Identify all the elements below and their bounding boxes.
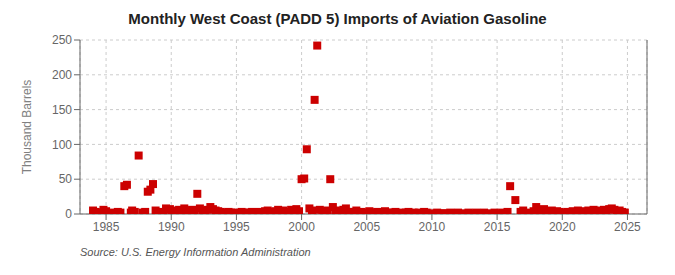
svg-text:1995: 1995 (223, 220, 250, 234)
svg-text:100: 100 (52, 138, 72, 152)
svg-text:2015: 2015 (484, 220, 511, 234)
svg-text:1985: 1985 (93, 220, 120, 234)
svg-text:50: 50 (59, 172, 73, 186)
svg-text:2005: 2005 (353, 220, 380, 234)
svg-text:0: 0 (65, 207, 72, 221)
svg-text:2010: 2010 (419, 220, 446, 234)
html-text:Source: U.S. Energy Informatio: Source: U.S. Energy Information Administ… (80, 246, 311, 258)
svg-text:2000: 2000 (288, 220, 315, 234)
svg-text:2020: 2020 (549, 220, 576, 234)
svg-text:Thousand Barrels: Thousand Barrels (20, 80, 34, 175)
svg-text:250: 250 (52, 33, 72, 47)
svg-text:200: 200 (52, 68, 72, 82)
svg-text:2025: 2025 (614, 220, 641, 234)
svg-text:150: 150 (52, 103, 72, 117)
svg-text:1990: 1990 (158, 220, 185, 234)
html-text:Monthly West Coast (PADD 5) Im: Monthly West Coast (PADD 5) Imports of A… (128, 10, 547, 27)
